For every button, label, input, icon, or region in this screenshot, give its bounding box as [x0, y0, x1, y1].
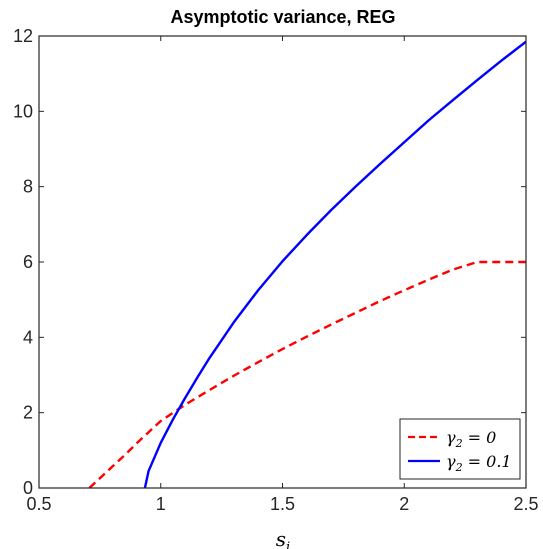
x-tick-label: 0.5 [26, 494, 51, 514]
x-tick-label: 2.5 [513, 494, 538, 514]
series-line-1 [143, 40, 527, 489]
y-tick-label: 6 [23, 252, 33, 272]
y-tick-label: 4 [23, 327, 33, 347]
y-tick-label: 12 [13, 26, 33, 46]
x-axis-label: si [276, 527, 290, 549]
x-tick-label: 1 [156, 494, 166, 514]
y-tick-label: 0 [23, 478, 33, 498]
legend-box [399, 418, 521, 480]
y-tick-label: 2 [23, 403, 33, 423]
x-tick-label: 1.5 [270, 494, 295, 514]
y-tick-label: 8 [23, 177, 33, 197]
legend-label-gamma01: γ2 = 0.1 [446, 452, 512, 474]
chart-title: Asymptotic variance, REG [170, 7, 395, 27]
legend-label-gamma0: γ2 = 0 [446, 428, 496, 450]
series-group [88, 40, 527, 489]
x-tick-label: 2 [399, 494, 409, 514]
axis-ticks: 0.5 1 1.5 2 2.5 0 2 4 6 8 10 12 [13, 26, 539, 514]
series-line-0 [88, 260, 526, 489]
y-tick-label: 10 [13, 101, 33, 121]
legend: γ2 = 0 γ2 = 0.1 [399, 418, 521, 480]
axes-box [38, 35, 527, 489]
